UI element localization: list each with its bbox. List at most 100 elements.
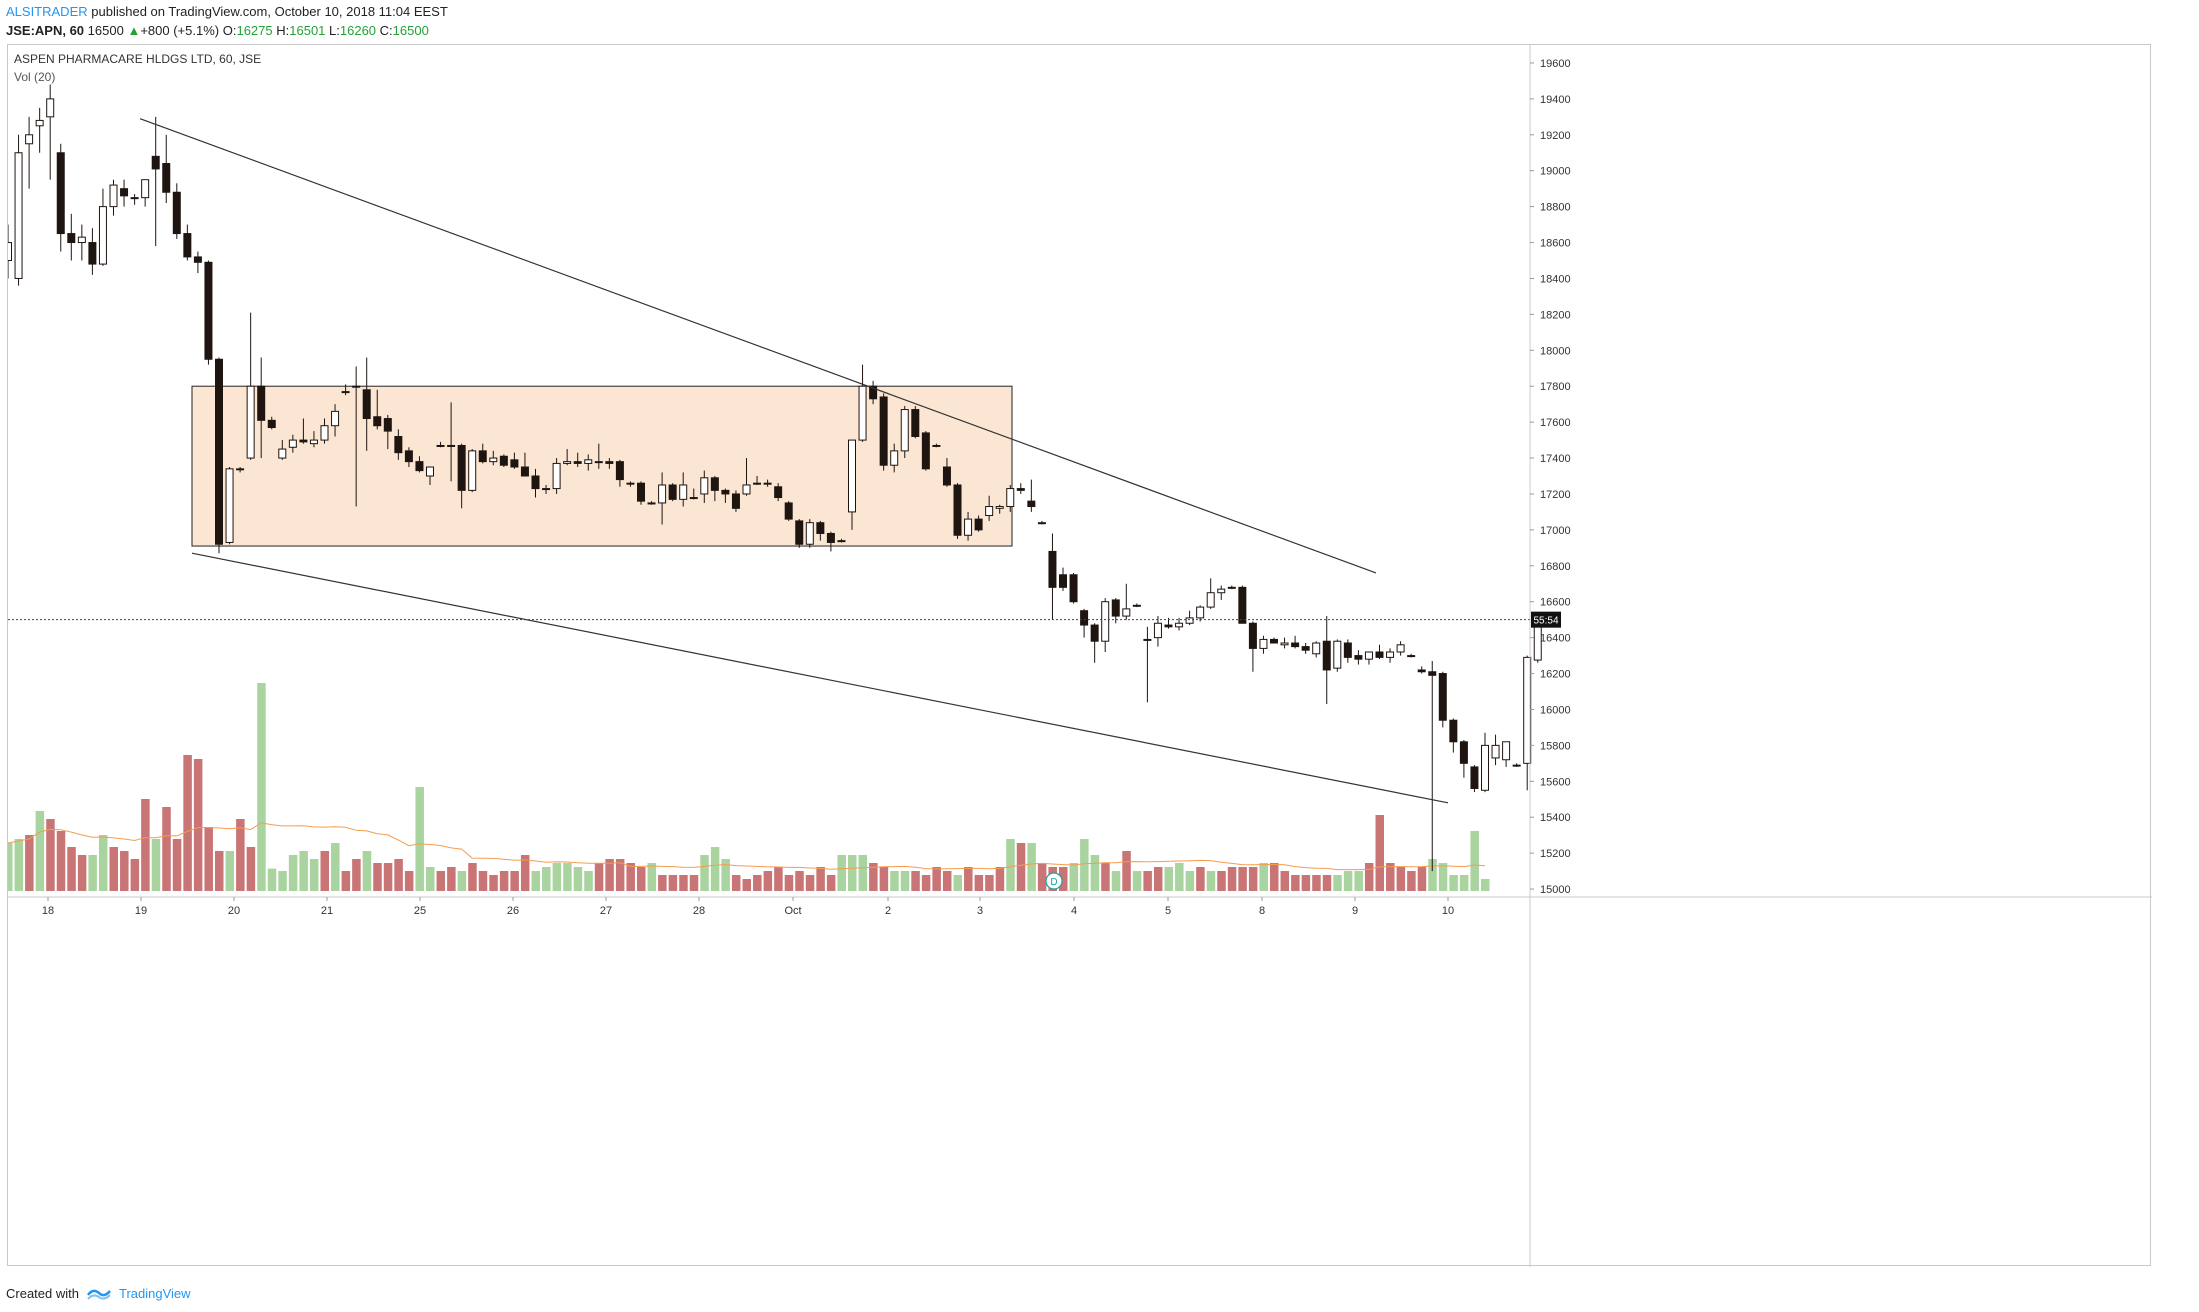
tradingview-brand-link[interactable]: TradingView [118,1286,191,1301]
volume-bar [1206,871,1216,891]
volume-bar [1037,863,1047,891]
volume-bar [879,867,889,891]
volume-bar [858,855,868,891]
volume-bar [1069,863,1079,891]
volume-bar [1185,871,1195,891]
price-axis-label: 15000 [1540,884,1571,896]
volume-bar [1164,867,1173,891]
volume-bar [14,839,24,891]
price-axis-label: 15200 [1540,848,1571,860]
price-axis-label: 17200 [1540,489,1571,501]
time-axis-label: 20 [228,905,240,917]
candle-body [1333,640,1342,669]
volume-bar [731,875,741,891]
chart-panel[interactable]: D 19600 19400 19200 19000 18800 18600 18400 182… [7,44,2152,1267]
candle-body [447,444,456,447]
volume-bar [1375,815,1384,891]
volume-bar [257,683,266,891]
candle-body [658,484,667,504]
candle-body [1175,622,1184,628]
candle-body [162,163,171,193]
time-axis-label: 28 [693,905,705,917]
volume-bar [267,868,277,891]
volume-bar [436,871,446,891]
volume-bar [911,871,920,891]
volume-bar [8,843,13,891]
countdown-label: 55:54 [1533,616,1558,627]
countdown-badge [1531,611,1561,628]
created-with-label: Created with [6,1286,79,1301]
volume-bar [309,859,319,891]
volume-bar [900,871,910,891]
author-link[interactable]: ALSITRADER [6,4,88,19]
volume-bar [1227,867,1237,891]
candle-body [246,385,255,459]
price-axis-label: 16000 [1540,704,1571,716]
time-axis-label: 27 [600,905,612,917]
volume-bar [700,855,709,891]
time-axis-label: Oct [784,905,801,917]
price-chart[interactable]: D 19600194001920019000188001860018400182… [8,45,2152,1267]
price-axis-label: 19600 [1540,58,1571,70]
candle-body [942,466,951,486]
open-value: 16275 [236,23,273,38]
price-axis-label: 16600 [1540,597,1571,609]
candle-body [436,444,445,447]
candle-body [995,506,1004,509]
candle-body [1217,588,1226,594]
candle-body [953,484,962,536]
candle-body [1164,624,1173,628]
volume-bar [172,839,182,891]
open-label: O: [222,23,237,38]
lower-trendline [191,552,1449,804]
candle-body [542,488,551,491]
volume-bar [1248,867,1258,891]
candle-body [679,484,688,500]
volume-bar [225,851,235,891]
candle-body [1417,669,1426,673]
volume-bar [932,867,941,891]
candle-body [890,450,899,466]
candle-body [14,152,23,279]
volume-bar [1196,867,1205,891]
candle-body [626,482,635,485]
candle-body [531,475,540,490]
time-axis-label: 8 [1259,905,1265,917]
candle-body [1227,586,1236,589]
price-axis-label: 18600 [1540,238,1571,250]
candle-body [615,461,624,481]
candle-body [763,482,772,485]
candle-body [1481,744,1489,791]
candle-body [1322,640,1331,671]
volume-bar [679,875,688,891]
price-axis-label: 16800 [1540,561,1571,573]
volume-bar [1090,855,1100,891]
candle-body [1291,642,1300,648]
volume-bar [1301,875,1311,891]
candle-body [236,468,245,471]
volume-bar [141,799,150,891]
volume-bar [130,859,140,891]
candle-body [900,409,909,452]
candle-body [120,188,129,197]
volume-bar [626,863,635,891]
volume-bar [236,819,245,891]
volume-bar [995,867,1005,891]
candle-body [1196,606,1205,619]
volume-bar [615,859,625,891]
candle-body [563,461,572,464]
time-axis-label: 19 [135,905,147,917]
candle-body [8,242,12,262]
candle-body [932,444,941,447]
high-label: H: [276,23,290,38]
volume-bar [531,871,540,891]
price-axis-label: 18400 [1540,273,1571,285]
volume-bar [1481,879,1490,891]
upper-trendline [139,118,1377,574]
candle-body [1185,617,1194,624]
candle-body [805,522,814,545]
price-axis-label: 19400 [1540,94,1571,106]
candle-body [637,482,645,502]
candle-body [1006,488,1015,508]
volume-bar [383,863,393,891]
